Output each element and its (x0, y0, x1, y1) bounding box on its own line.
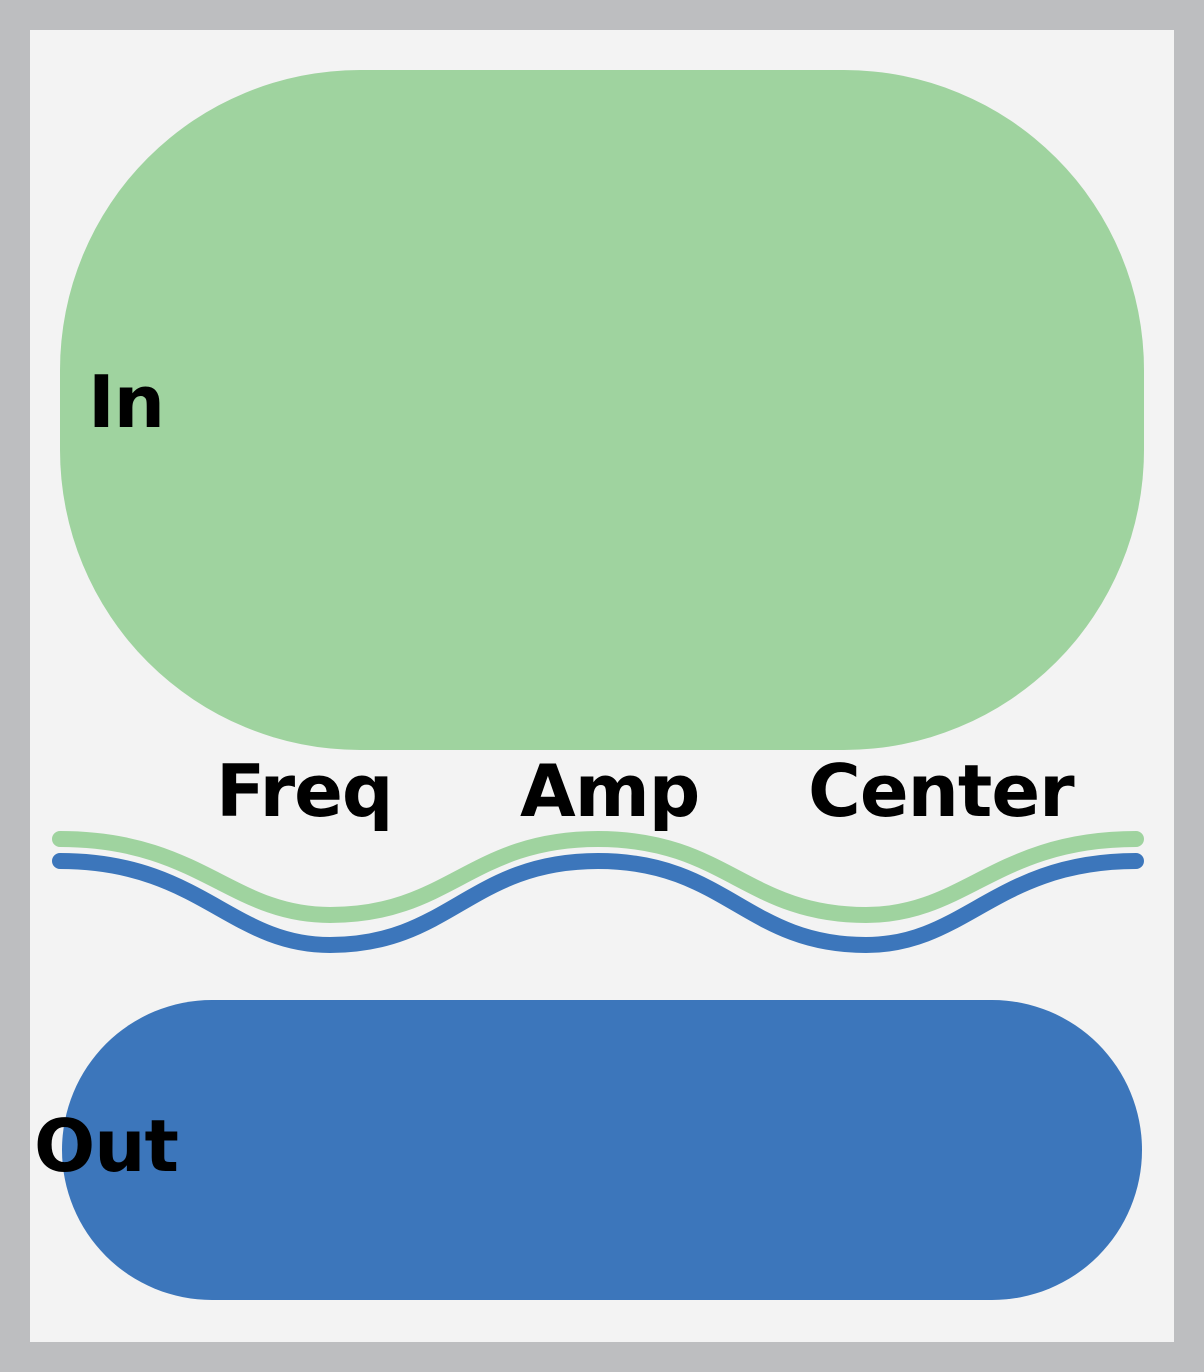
param-center-label: Center (808, 749, 1075, 833)
output-block (62, 1000, 1142, 1300)
output-wave (52, 852, 1144, 954)
output-label: Out (34, 1104, 179, 1188)
input-wave (52, 830, 1144, 924)
input-label: In (88, 360, 165, 444)
param-freq-label: Freq (216, 749, 393, 833)
input-block (60, 70, 1144, 750)
param-amp-label: Amp (520, 749, 700, 833)
